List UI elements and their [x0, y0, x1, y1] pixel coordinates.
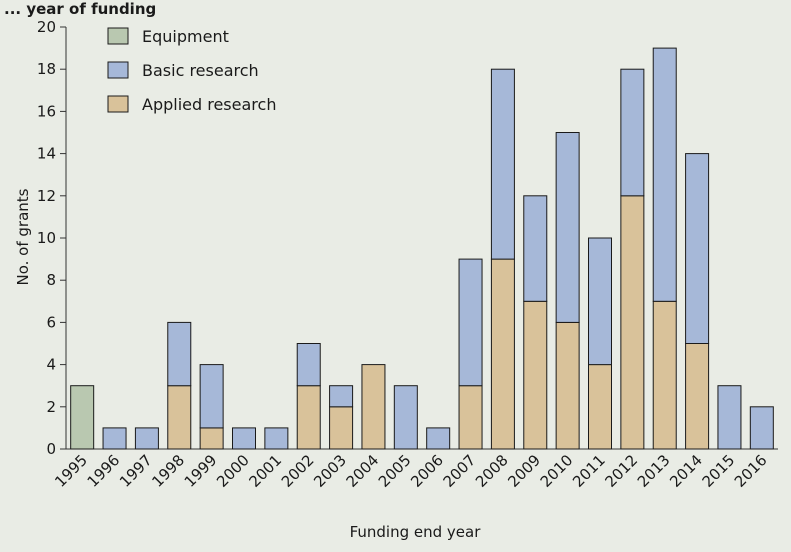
x-tick-label: 2001 — [245, 451, 285, 491]
x-tick-label: 2003 — [310, 451, 350, 491]
chart-title-fragment: ... year of funding — [4, 0, 156, 18]
bar-applied-research-2012 — [620, 195, 645, 450]
x-tick-label: 2016 — [731, 451, 771, 491]
bar-basic-research-2013 — [652, 47, 677, 302]
x-tick-label: 2014 — [666, 451, 706, 491]
bar-applied-research-2003 — [329, 406, 354, 450]
legend-label: Equipment — [142, 27, 229, 46]
legend-label: Applied research — [142, 95, 276, 114]
bar-basic-research-2003 — [329, 385, 354, 408]
bar-basic-research-2007 — [458, 258, 483, 387]
bar-basic-research-2000 — [232, 427, 256, 450]
x-tick-label: 2005 — [375, 451, 415, 491]
bar-applied-research-2004 — [361, 364, 386, 450]
bar-applied-research-2009 — [523, 300, 548, 450]
y-tick-label: 4 — [46, 356, 56, 374]
bar-basic-research-2009 — [523, 195, 548, 302]
x-tick-label: 2011 — [569, 451, 609, 491]
bar-applied-research-2010 — [555, 321, 580, 450]
bar-applied-research-2002 — [296, 385, 321, 450]
bars — [70, 47, 774, 450]
y-tick-label: 12 — [37, 187, 56, 205]
y-tick-label: 18 — [37, 60, 56, 78]
legend-swatch — [107, 61, 129, 79]
x-tick-label: 2008 — [472, 451, 512, 491]
x-tick-label: 1998 — [148, 451, 188, 491]
bar-basic-research-1999 — [199, 364, 224, 429]
x-tick-label: 2000 — [213, 451, 253, 491]
x-tick-label: 2007 — [440, 451, 480, 491]
x-tick-label: 2006 — [407, 451, 447, 491]
y-axis-title: No. of grants — [14, 188, 32, 285]
bar-basic-research-2008 — [490, 68, 515, 260]
y-tick-label: 6 — [46, 313, 56, 331]
bar-equipment-1995 — [70, 385, 95, 450]
x-tick-label: 1997 — [116, 451, 156, 491]
bar-basic-research-2015 — [717, 385, 742, 450]
x-tick-label: 2010 — [537, 451, 577, 491]
y-tick-label: 20 — [37, 18, 56, 36]
bar-basic-research-2011 — [588, 237, 612, 366]
bar-applied-research-2008 — [490, 258, 515, 450]
x-tick-label: 2009 — [504, 451, 544, 491]
bar-basic-research-2001 — [264, 427, 289, 450]
bar-applied-research-2013 — [652, 300, 677, 450]
bar-applied-research-1999 — [199, 427, 224, 450]
y-tick-label: 2 — [46, 398, 56, 416]
x-tick-label: 1995 — [51, 451, 91, 491]
x-axis-title: Funding end year — [350, 523, 482, 541]
legend-label: Basic research — [142, 61, 259, 80]
bar-basic-research-2012 — [620, 68, 645, 197]
legend-swatch — [107, 27, 129, 45]
bar-applied-research-1998 — [167, 385, 192, 450]
x-tick-label: 1999 — [181, 451, 221, 491]
bar-basic-research-1997 — [134, 427, 159, 450]
bar-basic-research-2016 — [749, 406, 774, 450]
x-tick-label: 2002 — [278, 451, 318, 491]
x-tick-label: 2012 — [601, 451, 641, 491]
y-tick-label: 16 — [37, 102, 56, 120]
bar-basic-research-2006 — [426, 427, 451, 450]
y-tick-label: 10 — [37, 229, 56, 247]
bar-basic-research-2002 — [296, 343, 321, 387]
bar-basic-research-2014 — [685, 153, 710, 344]
x-tick-labels: 1995199619971998199920002001200220032004… — [51, 451, 770, 491]
y-tick-label: 14 — [37, 145, 56, 163]
bar-applied-research-2007 — [458, 385, 483, 450]
bar-basic-research-2010 — [555, 132, 580, 323]
bar-basic-research-2005 — [393, 385, 418, 450]
bar-applied-research-2011 — [588, 364, 612, 450]
y-tick-label: 8 — [46, 271, 56, 289]
bar-applied-research-2014 — [685, 343, 710, 450]
legend: Equipment Basic research Applied research — [107, 27, 276, 114]
bar-basic-research-1996 — [102, 427, 127, 450]
x-tick-label: 2013 — [634, 451, 674, 491]
bar-basic-research-1998 — [167, 321, 192, 387]
x-tick-label: 1996 — [84, 451, 124, 491]
y-tick-labels: 0 2 4 6 8 10 12 14 16 18 20 — [37, 18, 56, 458]
legend-swatch — [107, 95, 129, 113]
y-tick-label: 0 — [46, 440, 56, 458]
x-tick-label: 2015 — [699, 451, 739, 491]
x-tick-label: 2004 — [343, 451, 383, 491]
